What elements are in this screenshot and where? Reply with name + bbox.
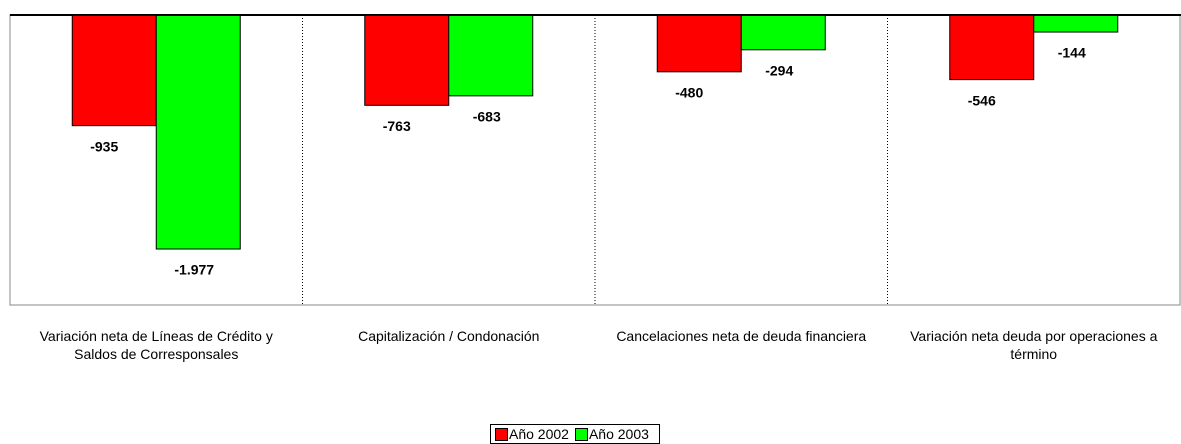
x-tick-label: Variación neta deuda por operaciones a t… (910, 328, 1158, 362)
data-label: -1.977 (174, 262, 214, 278)
legend: Año 2002 Año 2003 (490, 424, 660, 444)
x-tick-label: Cancelaciones neta de deuda financiera (616, 328, 867, 344)
data-label: -144 (1058, 45, 1086, 61)
legend-item: Año 2003 (574, 426, 649, 442)
data-label: -546 (968, 92, 996, 108)
data-label: -480 (675, 85, 703, 101)
bar (949, 14, 1035, 81)
legend-item: Año 2002 (495, 426, 569, 442)
data-label: -763 (383, 118, 411, 134)
legend-label: Año 2002 (509, 426, 569, 442)
bar (155, 14, 241, 250)
data-label: -294 (765, 63, 793, 79)
x-tick-label: Capitalización / Condonación (358, 328, 540, 344)
bar (656, 14, 742, 73)
bar (364, 14, 450, 106)
bar (448, 14, 534, 97)
data-label: -683 (473, 109, 501, 125)
bar (740, 14, 826, 51)
x-tick-label: Variación neta de Líneas de Crédito y Sa… (39, 328, 273, 362)
bar (1033, 14, 1119, 33)
data-label: -935 (90, 138, 118, 154)
legend-label: Año 2003 (588, 426, 649, 442)
legend-swatch (495, 427, 508, 441)
legend-swatch (574, 427, 588, 441)
bar (71, 14, 157, 127)
